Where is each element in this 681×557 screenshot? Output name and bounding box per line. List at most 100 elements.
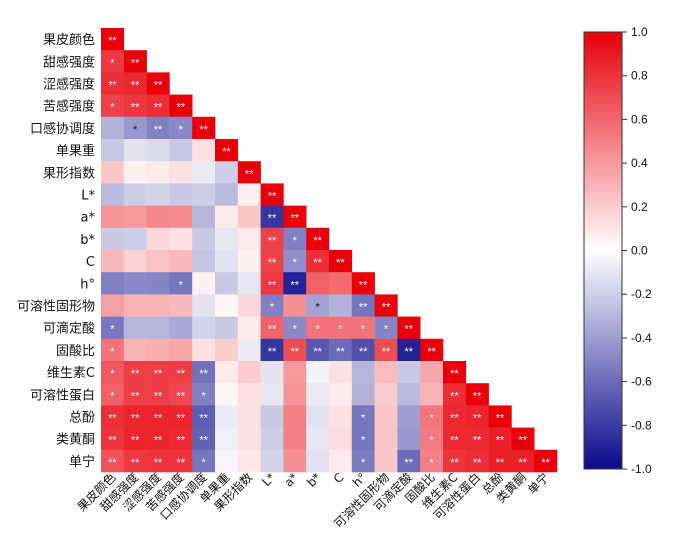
heatmap-cell <box>351 427 375 451</box>
row-label: 甜感强度 <box>43 54 95 70</box>
heatmap-cell <box>329 427 353 451</box>
significance-label: ** <box>541 457 550 469</box>
heatmap-cell <box>192 183 216 206</box>
significance-label: ** <box>496 457 505 469</box>
significance-label: * <box>110 57 115 69</box>
significance-label: * <box>201 457 206 469</box>
significance-label: ** <box>245 168 254 180</box>
heatmap-cell <box>306 227 330 251</box>
heatmap-cell <box>169 338 193 362</box>
significance-label: ** <box>108 413 117 425</box>
heatmap-cell <box>146 361 170 384</box>
heatmap-cell <box>192 361 216 384</box>
heatmap-cell <box>534 449 558 473</box>
heatmap-cell <box>146 316 170 340</box>
heatmap-cell <box>237 183 261 206</box>
row-label: 可滴定酸 <box>43 321 95 337</box>
significance-label: * <box>361 457 366 469</box>
significance-label: ** <box>473 457 482 469</box>
heatmap-cell <box>215 183 239 206</box>
heatmap-cell <box>329 449 353 473</box>
heatmap-cell <box>397 427 421 451</box>
heatmap-cell <box>443 361 467 384</box>
heatmap-cell <box>215 227 239 251</box>
heatmap-cell <box>283 338 307 362</box>
heatmap-cell <box>169 427 193 451</box>
heatmap-cell <box>488 449 512 473</box>
heatmap-cell <box>443 405 467 428</box>
heatmap-cell <box>215 250 239 273</box>
heatmap-cell <box>101 94 125 118</box>
heatmap-cell <box>237 205 261 229</box>
heatmap-cell <box>123 116 147 140</box>
colorbar-tick-label: -0.2 <box>631 287 652 301</box>
heatmap-cell <box>465 405 489 428</box>
heatmap-cell <box>237 161 261 184</box>
heatmap-cell <box>123 183 147 206</box>
heatmap-cell <box>397 338 421 362</box>
significance-label: * <box>293 257 298 269</box>
significance-label: ** <box>177 413 186 425</box>
heatmap-cell <box>465 383 489 406</box>
significance-label: ** <box>131 457 140 469</box>
heatmap-cell <box>306 449 330 473</box>
significance-label: ** <box>222 146 231 158</box>
heatmap-cell <box>169 361 193 384</box>
heatmap-cell <box>260 405 284 428</box>
heatmap-cell <box>397 361 421 384</box>
significance-label: ** <box>336 257 345 269</box>
significance-label: ** <box>154 390 163 402</box>
row-label: 可溶性蛋白 <box>30 387 95 403</box>
significance-label: * <box>179 124 184 136</box>
column-label: a* <box>282 470 301 489</box>
heatmap-cell <box>420 405 444 428</box>
heatmap-cell <box>260 361 284 384</box>
heatmap-cell <box>146 72 170 95</box>
heatmap-cell <box>146 161 170 184</box>
row-label: 口感协调度 <box>30 121 95 137</box>
heatmap-cell <box>237 361 261 384</box>
heatmap-cell <box>260 316 284 340</box>
significance-label: ** <box>382 302 391 314</box>
heatmap-cell <box>443 383 467 406</box>
heatmap-cell <box>169 205 193 229</box>
heatmap-cell <box>237 338 261 362</box>
heatmap-cell <box>169 383 193 406</box>
significance-label: ** <box>496 435 505 447</box>
heatmap-cell <box>215 294 239 317</box>
heatmap-cell <box>374 383 398 406</box>
significance-label: * <box>179 279 184 291</box>
significance-label: ** <box>199 368 208 380</box>
heatmap-cell <box>283 227 307 251</box>
significance-label: ** <box>382 346 391 358</box>
heatmap-cell <box>192 161 216 184</box>
significance-label: ** <box>177 102 186 114</box>
heatmap-cell <box>146 250 170 273</box>
heatmap-cell <box>306 316 330 340</box>
significance-label: * <box>110 346 115 358</box>
heatmap-cell <box>215 383 239 406</box>
heatmap-cell <box>101 183 125 206</box>
heatmap-cell <box>397 449 421 473</box>
row-label: b* <box>80 233 95 248</box>
heatmap-cell <box>306 272 330 295</box>
colorbar-tick-label: 0.6 <box>631 112 648 126</box>
heatmap-cell <box>146 383 170 406</box>
heatmap-cell <box>169 250 193 273</box>
heatmap-cell <box>123 139 147 162</box>
heatmap-cell <box>101 383 125 406</box>
significance-label: ** <box>427 346 436 358</box>
heatmap-cell <box>101 139 125 162</box>
heatmap-cell <box>374 449 398 473</box>
heatmap-cell <box>215 405 239 428</box>
heatmap-cell <box>260 338 284 362</box>
heatmap-cell <box>146 94 170 118</box>
heatmap-cell <box>123 50 147 73</box>
heatmap-cell <box>237 250 261 273</box>
significance-label: ** <box>405 457 414 469</box>
heatmap-cell <box>283 205 307 229</box>
heatmap-cell <box>215 139 239 162</box>
heatmap-cell <box>443 427 467 451</box>
heatmap-cell <box>237 405 261 428</box>
colorbar-ticks: 1.0 0.8 0.6 0.4 0.2 0.0 -0.2 -0.4 -0.6 -0.8 -1.0 <box>622 25 652 476</box>
